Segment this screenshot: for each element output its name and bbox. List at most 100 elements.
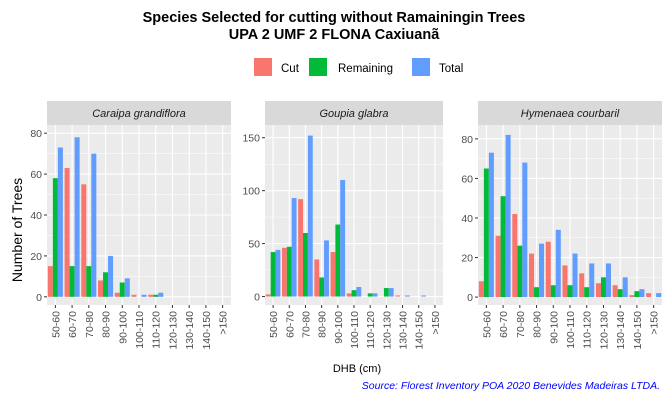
bar-goupia-glabra-remaining-5 — [351, 290, 357, 297]
bar-goupia-glabra-cut-2 — [298, 199, 304, 297]
bar-caraipa-grandiflora-remaining-4 — [119, 282, 125, 297]
facet-strip-hymenaea-courbaril — [478, 101, 662, 125]
bar-goupia-glabra-remaining-1 — [286, 246, 292, 297]
x-tick-label: >150 — [430, 311, 442, 335]
bar-caraipa-grandiflora-remaining-1 — [69, 266, 75, 297]
bar-caraipa-grandiflora-total-6 — [158, 292, 164, 297]
bar-caraipa-grandiflora-total-5 — [141, 294, 147, 297]
bar-caraipa-grandiflora-total-3 — [108, 255, 114, 297]
bar-caraipa-grandiflora-cut-4 — [114, 292, 120, 297]
facet-strip-goupia-glabra — [265, 101, 443, 125]
y-tick-label: 40 — [30, 210, 42, 222]
legend-key-total — [412, 58, 430, 76]
bar-goupia-glabra-remaining-3 — [319, 277, 325, 297]
x-tick-label: 80-90 — [101, 311, 113, 338]
x-tick-label: 130-140 — [184, 311, 196, 350]
bar-caraipa-grandiflora-cut-3 — [98, 280, 104, 297]
bar-caraipa-grandiflora-remaining-6 — [153, 294, 159, 297]
bar-hymenaea-courbaril-total-0 — [488, 152, 494, 298]
y-tick-label: 80 — [30, 128, 42, 140]
x-tick-label: 70-80 — [515, 311, 527, 338]
x-tick-label: >150 — [649, 311, 661, 335]
x-tick-label: 120-130 — [381, 311, 393, 350]
x-tick-label: 70-80 — [84, 311, 96, 338]
x-tick-label: 120-130 — [167, 311, 179, 350]
bar-hymenaea-courbaril-total-4 — [555, 229, 561, 298]
y-tick-label: 40 — [461, 213, 473, 225]
bar-hymenaea-courbaril-remaining-6 — [584, 287, 590, 298]
facet-title-hymenaea-courbaril: Hymenaea courbaril — [521, 108, 620, 120]
bar-hymenaea-courbaril-total-3 — [539, 243, 545, 298]
bar-goupia-glabra-remaining-4 — [335, 224, 341, 297]
y-axis-label: Number of Trees — [9, 178, 25, 282]
bar-hymenaea-courbaril-remaining-4 — [550, 285, 556, 298]
bar-hymenaea-courbaril-total-1 — [505, 134, 511, 298]
bar-hymenaea-courbaril-cut-6 — [579, 273, 585, 298]
bar-hymenaea-courbaril-cut-1 — [495, 235, 501, 298]
bar-caraipa-grandiflora-total-4 — [124, 278, 130, 297]
bar-hymenaea-courbaril-cut-8 — [612, 285, 618, 298]
x-tick-label: 90-100 — [548, 311, 560, 344]
x-tick-label: 110-120 — [151, 311, 163, 349]
bar-hymenaea-courbaril-remaining-0 — [483, 168, 489, 298]
x-tick-label: 60-70 — [67, 311, 79, 338]
x-tick-label: 130-140 — [398, 311, 410, 350]
chart-title: Species Selected for cutting without Ram… — [143, 10, 526, 26]
x-tick-label: 130-140 — [615, 311, 627, 350]
bar-goupia-glabra-total-3 — [324, 240, 329, 297]
bar-hymenaea-courbaril-total-10 — [656, 293, 662, 298]
bar-hymenaea-courbaril-total-9 — [639, 289, 645, 298]
bar-hymenaea-courbaril-cut-5 — [562, 265, 568, 298]
facet-title-goupia-glabra: Goupia glabra — [319, 108, 388, 120]
bar-goupia-glabra-remaining-0 — [270, 252, 276, 297]
legend-label-total: Total — [439, 63, 463, 75]
bar-hymenaea-courbaril-cut-3 — [529, 253, 535, 298]
bar-hymenaea-courbaril-cut-4 — [545, 241, 551, 298]
bar-caraipa-grandiflora-remaining-3 — [103, 272, 109, 297]
bar-goupia-glabra-remaining-7 — [383, 288, 389, 297]
bar-caraipa-grandiflora-remaining-0 — [52, 178, 58, 297]
y-tick-label: 0 — [254, 292, 260, 304]
facet-title-caraipa-grandiflora: Caraipa grandiflora — [92, 108, 186, 120]
y-tick-label: 60 — [30, 169, 42, 181]
bar-caraipa-grandiflora-cut-5 — [131, 294, 137, 297]
bar-goupia-glabra-cut-8 — [395, 295, 401, 297]
x-tick-label: 60-70 — [284, 311, 296, 338]
y-tick-label: 50 — [248, 239, 260, 251]
y-tick-label: 20 — [461, 253, 473, 265]
bar-goupia-glabra-cut-3 — [314, 259, 320, 297]
x-tick-label: 70-80 — [300, 311, 312, 338]
x-tick-label: 140-150 — [414, 311, 426, 350]
x-tick-label: 110-120 — [365, 311, 377, 349]
bar-goupia-glabra-total-4 — [340, 180, 346, 297]
bar-hymenaea-courbaril-total-5 — [572, 253, 578, 298]
bar-caraipa-grandiflora-total-0 — [57, 147, 63, 297]
bar-hymenaea-courbaril-remaining-3 — [534, 287, 540, 298]
bar-hymenaea-courbaril-total-8 — [622, 277, 628, 298]
x-tick-label: 90-100 — [117, 311, 129, 344]
bar-hymenaea-courbaril-remaining-8 — [617, 289, 623, 298]
y-tick-label: 0 — [467, 292, 473, 304]
y-tick-label: 60 — [461, 173, 473, 185]
bar-hymenaea-courbaril-total-7 — [605, 263, 611, 298]
x-tick-label: 100-110 — [349, 311, 361, 349]
bar-goupia-glabra-total-5 — [356, 287, 362, 297]
source-caption: Source: Florest Inventory POA 2020 Benev… — [362, 380, 660, 392]
bar-hymenaea-courbaril-total-2 — [522, 162, 528, 298]
bar-hymenaea-courbaril-remaining-9 — [634, 291, 640, 298]
bar-hymenaea-courbaril-total-6 — [589, 263, 595, 298]
chart-subtitle: UPA 2 UMF 2 FLONA Caxiuanã — [229, 27, 440, 43]
bar-goupia-glabra-total-8 — [404, 295, 410, 297]
bar-caraipa-grandiflora-total-2 — [91, 153, 97, 297]
bar-goupia-glabra-total-2 — [307, 135, 313, 297]
bar-hymenaea-courbaril-cut-2 — [512, 214, 518, 298]
x-tick-label: 140-150 — [201, 311, 213, 350]
bar-goupia-glabra-total-1 — [291, 198, 297, 297]
bar-goupia-glabra-cut-5 — [346, 293, 352, 297]
bar-hymenaea-courbaril-cut-7 — [595, 283, 601, 298]
x-tick-label: >150 — [218, 311, 230, 335]
bar-goupia-glabra-cut-1 — [281, 247, 287, 297]
bar-hymenaea-courbaril-remaining-5 — [567, 285, 573, 298]
legend-label-remaining: Remaining — [338, 63, 393, 75]
